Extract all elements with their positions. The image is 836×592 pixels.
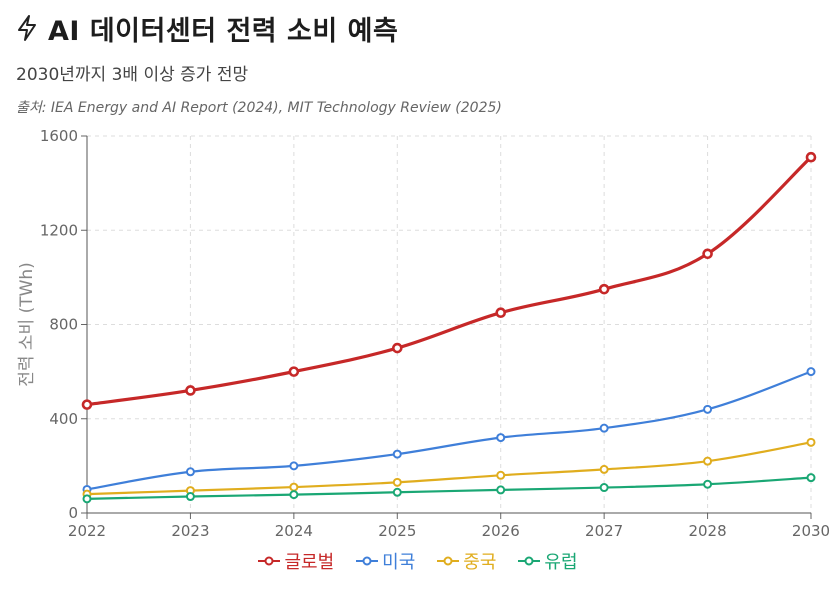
data-point[interactable]	[496, 433, 506, 443]
data-point[interactable]	[806, 473, 816, 483]
x-tick-label: 2026	[482, 522, 520, 540]
x-tick-label: 2023	[171, 522, 209, 540]
chart-header: AI 데이터센터 전력 소비 예측 2030년까지 3배 이상 증가 전망 출처…	[16, 10, 816, 117]
legend-swatch	[356, 556, 379, 566]
legend-swatch	[437, 556, 460, 566]
x-tick-label: 2025	[378, 522, 416, 540]
data-point[interactable]	[81, 399, 93, 410]
data-point[interactable]	[391, 342, 403, 354]
data-point[interactable]	[185, 385, 196, 396]
data-point[interactable]	[703, 479, 713, 489]
series-line-4	[86, 476, 812, 500]
x-tick-label: 2027	[585, 522, 623, 540]
data-point[interactable]	[496, 470, 506, 480]
legend-label: 유럽	[544, 552, 578, 573]
x-tick-label: 2030	[792, 522, 830, 540]
chart-title: AI 데이터센터 전력 소비 예측	[48, 15, 399, 47]
data-point[interactable]	[289, 482, 299, 492]
data-point[interactable]	[598, 283, 610, 295]
data-point[interactable]	[805, 151, 817, 163]
data-point[interactable]	[392, 449, 402, 459]
data-point[interactable]	[82, 494, 92, 504]
y-tick-label: 800	[49, 316, 78, 334]
y-axis-label: 전력 소비 (TWh)	[17, 262, 37, 387]
legend-item[interactable]: 글로벌	[258, 548, 334, 574]
legend-swatch	[258, 556, 281, 566]
x-tick-label: 2024	[275, 522, 313, 540]
series-line-2	[86, 370, 812, 491]
data-point[interactable]	[392, 477, 402, 487]
x-tick-label: 2022	[68, 522, 106, 540]
x-tick-label: 2028	[688, 522, 726, 540]
legend-swatch	[518, 556, 541, 566]
data-point[interactable]	[599, 483, 609, 493]
chart-subtitle: 2030년까지 3배 이상 증가 전망	[16, 65, 249, 85]
data-point[interactable]	[289, 490, 299, 500]
y-tick-label: 1200	[40, 221, 78, 239]
legend-item[interactable]: 미국	[356, 548, 415, 574]
data-point[interactable]	[703, 456, 713, 466]
legend-label: 글로벌	[284, 552, 335, 573]
data-point[interactable]	[288, 366, 300, 377]
data-point[interactable]	[702, 248, 713, 260]
data-point[interactable]	[806, 437, 816, 447]
data-point[interactable]	[806, 367, 816, 377]
data-point[interactable]	[289, 461, 299, 471]
legend-label: 미국	[382, 552, 416, 573]
series-line-3	[86, 441, 812, 496]
legend-item[interactable]: 중국	[437, 548, 496, 574]
data-point[interactable]	[599, 423, 609, 433]
y-tick-label: 0	[68, 504, 78, 522]
chart-legend[interactable]: 글로벌 미국 중국 유럽	[0, 548, 836, 574]
y-tick-label: 400	[49, 410, 78, 428]
data-point[interactable]	[599, 464, 609, 474]
data-point[interactable]	[495, 307, 507, 319]
data-point[interactable]	[185, 467, 195, 477]
legend-label: 중국	[463, 552, 497, 573]
data-point[interactable]	[496, 485, 506, 495]
data-point[interactable]	[185, 492, 195, 502]
data-point[interactable]	[703, 404, 713, 414]
y-tick-label: 1600	[40, 127, 78, 145]
data-point[interactable]	[392, 487, 402, 497]
chart-source: 출처: IEA Energy and AI Report (2024), MIT…	[16, 100, 502, 116]
series-line-1	[86, 156, 813, 407]
title-row: AI 데이터센터 전력 소비 예측	[16, 10, 816, 47]
lightning-bolt-icon	[18, 15, 36, 41]
legend-item[interactable]: 유럽	[518, 548, 578, 574]
